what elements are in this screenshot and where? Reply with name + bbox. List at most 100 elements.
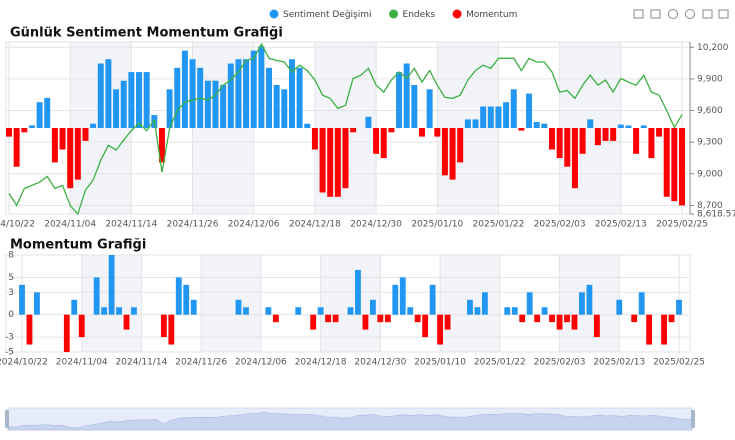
bar	[113, 89, 120, 128]
bar	[503, 102, 510, 128]
y2-tick-label: 9,300	[697, 138, 723, 148]
tool-zoom-back[interactable]	[650, 9, 661, 19]
data-zoom[interactable]	[5, 407, 695, 431]
x-tick-label: 2024/11/04	[44, 220, 96, 230]
tool-zoom[interactable]	[633, 9, 644, 19]
bar	[384, 314, 391, 323]
bar	[633, 128, 640, 154]
x-tick-label: 2025/01/22	[474, 358, 526, 368]
bar	[679, 128, 685, 206]
x-tick-label: 2024/12/30	[350, 220, 402, 230]
bar	[668, 314, 675, 323]
bar	[327, 128, 334, 197]
bar	[212, 80, 219, 128]
bar	[441, 128, 448, 176]
bar	[243, 59, 250, 129]
bar	[671, 128, 678, 202]
bar	[319, 128, 326, 193]
bar	[369, 299, 376, 315]
bar	[571, 314, 578, 330]
bar	[342, 128, 349, 189]
bar	[449, 128, 456, 180]
bar	[418, 128, 425, 137]
legend-marker	[269, 9, 279, 19]
bar	[120, 80, 127, 128]
bar	[457, 128, 464, 163]
bar	[661, 314, 667, 345]
y-tick-label: 8	[8, 251, 14, 261]
legend-label: Sentiment Değişimi	[283, 10, 372, 20]
bar	[646, 314, 653, 345]
bar	[78, 314, 85, 338]
bar	[51, 128, 58, 163]
bar	[625, 125, 632, 128]
zoom-handle[interactable]	[5, 410, 9, 428]
bar	[377, 314, 384, 323]
bar	[93, 277, 100, 315]
bar	[587, 119, 594, 128]
y2-tick-label: 10,200	[697, 43, 729, 53]
tool-restore[interactable]	[668, 9, 678, 19]
bar	[266, 67, 273, 128]
x-tick-label: 2025/02/03	[534, 220, 586, 230]
bar	[44, 97, 51, 128]
bar	[355, 269, 361, 315]
bar	[617, 124, 624, 128]
bar	[579, 292, 585, 315]
bar	[487, 106, 494, 128]
bar	[407, 307, 414, 315]
bar	[648, 128, 655, 159]
bar	[74, 128, 81, 180]
bar	[166, 89, 173, 128]
toolbox[interactable]	[633, 9, 729, 19]
bar	[362, 314, 369, 330]
bar	[518, 128, 525, 131]
bar	[296, 67, 303, 128]
x-tick-label: 2024/12/06	[228, 220, 280, 230]
bar	[579, 128, 586, 154]
bar	[437, 314, 444, 345]
x-tick-label: 2025/01/10	[411, 220, 463, 230]
bar	[59, 128, 66, 150]
bar	[116, 307, 122, 315]
bar	[183, 284, 190, 315]
bar	[571, 128, 578, 189]
bar	[174, 67, 181, 128]
bar	[235, 59, 242, 129]
x-tick-label: 2025/01/22	[473, 220, 525, 230]
bar	[380, 128, 387, 159]
x-tick-label: 2025/02/03	[534, 358, 586, 368]
bar	[136, 72, 142, 128]
zoom-handle[interactable]	[691, 410, 695, 428]
legend-marker	[452, 9, 462, 19]
y2-tick-label: 8,700	[697, 201, 723, 211]
bar	[235, 299, 242, 315]
bar	[227, 63, 234, 128]
y2-tick-label: 8,618.57	[697, 210, 735, 220]
x-tick-label: 2024/10/22	[0, 358, 48, 368]
bar	[101, 307, 108, 315]
bar	[434, 128, 441, 137]
bar	[411, 85, 418, 128]
bar	[250, 50, 257, 128]
bar	[281, 89, 288, 128]
tool-data-view[interactable]	[702, 9, 713, 19]
bar	[28, 125, 35, 128]
tool-save[interactable]	[718, 9, 729, 19]
bar	[36, 102, 43, 128]
bar	[365, 116, 372, 128]
x-tick-label: 2024/11/26	[175, 358, 227, 368]
bar	[13, 128, 20, 167]
bar	[610, 128, 617, 141]
bar	[564, 314, 570, 323]
tool-refresh[interactable]	[685, 9, 695, 19]
bar	[373, 128, 380, 154]
bar	[105, 59, 112, 129]
y-tick-label: 0	[8, 310, 14, 320]
bar	[656, 128, 663, 137]
bar	[388, 128, 395, 133]
bar	[310, 314, 317, 330]
bar	[295, 307, 302, 315]
bar	[288, 59, 295, 129]
